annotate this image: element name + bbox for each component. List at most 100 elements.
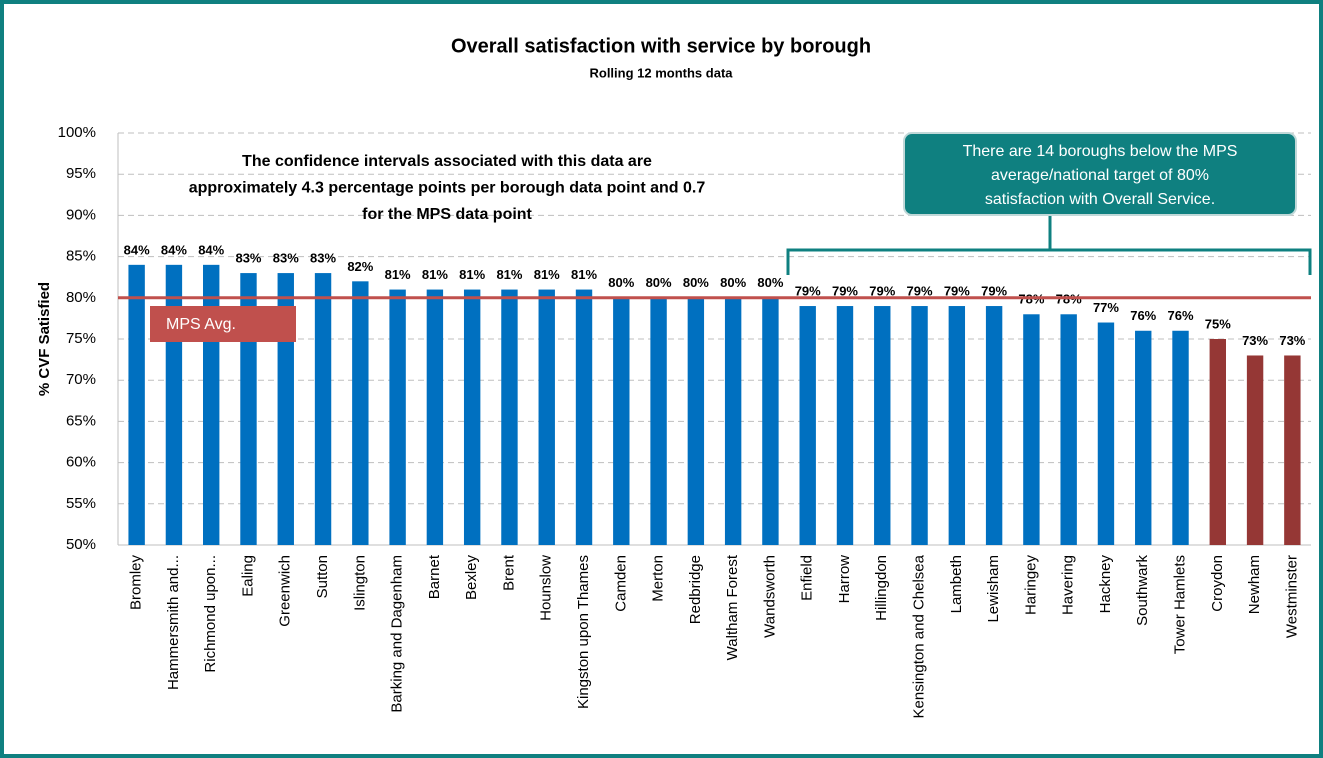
value-label: 84% (161, 242, 187, 257)
x-tick-label: Brent (500, 554, 517, 591)
note-line: for the MPS data point (362, 206, 532, 223)
bar (1097, 322, 1115, 545)
bar (874, 306, 891, 545)
x-tick-label: Croydon (1209, 555, 1226, 612)
x-tick-label: Harrow (836, 555, 853, 604)
bar (687, 297, 705, 545)
x-tick-label: Southwark (1134, 555, 1151, 626)
note-line: The confidence intervals associated with… (242, 153, 652, 170)
x-tick-label: Bromley (128, 555, 145, 611)
callout-box (903, 132, 1297, 216)
bar (724, 297, 742, 545)
x-tick-label: Barnet (426, 554, 443, 599)
callout-bracket (786, 216, 1312, 275)
value-label: 80% (720, 275, 746, 290)
x-tick-label: Greenwich (277, 555, 294, 627)
note-line: approximately 4.3 percentage points per … (189, 180, 706, 197)
x-tick-label: Bexley (463, 555, 480, 601)
x-tick-label: Hackney (1097, 555, 1114, 614)
bar (948, 306, 966, 545)
y-tick-label: 50% (66, 536, 96, 553)
value-label: 73% (1279, 333, 1305, 348)
chart-subtitle: Rolling 12 months data (589, 65, 733, 80)
bar (1209, 339, 1226, 545)
x-tick-label: Haringey (1022, 555, 1039, 616)
x-tick-label: Tower Hamlets (1171, 555, 1188, 654)
value-label: 80% (683, 275, 709, 290)
value-label: 75% (1205, 316, 1231, 331)
x-tick-label: Kingston upon Thames (575, 555, 592, 709)
y-tick-label: 70% (66, 371, 96, 388)
callout-line: satisfaction with Overall Service. (985, 191, 1215, 208)
y-tick-label: 55% (66, 495, 96, 512)
x-tick-label: Hammersmith and... (165, 555, 182, 690)
value-label: 81% (496, 267, 522, 282)
bar (426, 289, 444, 545)
bar (538, 289, 555, 545)
x-tick-label: Lambeth (948, 555, 965, 613)
value-label: 83% (273, 251, 299, 266)
bar (1060, 314, 1077, 545)
bar (128, 264, 145, 545)
reference-label: MPS Avg. (166, 316, 236, 333)
x-tick-label: Newham (1246, 555, 1263, 614)
value-label: 83% (310, 251, 336, 266)
x-tick-label: Richmond upon... (202, 555, 219, 673)
value-label: 81% (422, 267, 448, 282)
y-tick-label: 80% (66, 289, 96, 306)
y-tick-label: 60% (66, 454, 96, 471)
bar (613, 297, 630, 545)
bar (463, 289, 481, 545)
value-label: 81% (571, 267, 597, 282)
value-label: 81% (459, 267, 485, 282)
value-label: 73% (1242, 333, 1268, 348)
value-label: 79% (907, 283, 933, 298)
y-axis-label: % CVF Satisfied (36, 282, 53, 396)
bar (314, 273, 332, 545)
bar (575, 289, 593, 545)
bar (1246, 355, 1264, 545)
value-label: 80% (646, 275, 672, 290)
bar (352, 281, 369, 545)
y-tick-label: 75% (66, 330, 96, 347)
x-tick-label: Kensington and Chelsea (911, 554, 928, 718)
value-label: 84% (198, 242, 224, 257)
y-tick-label: 100% (58, 124, 96, 141)
bar (1172, 330, 1189, 545)
x-tick-label: Merton (650, 555, 667, 602)
y-tick-label: 85% (66, 248, 96, 265)
value-label: 79% (869, 283, 895, 298)
x-tick-label: Havering (1060, 555, 1077, 615)
callout-line: There are 14 boroughs below the MPS (963, 143, 1238, 160)
x-tick-label: Barking and Dagenham (389, 555, 406, 713)
value-label: 79% (795, 283, 821, 298)
callout-line: average/national target of 80% (991, 167, 1209, 184)
bar (501, 289, 518, 545)
bar (1135, 330, 1152, 545)
bar (911, 306, 928, 545)
value-label: 81% (534, 267, 560, 282)
bar (389, 289, 406, 545)
bar (836, 306, 854, 545)
x-tick-label: Enfield (799, 555, 816, 601)
value-label: 79% (944, 283, 970, 298)
bar (1284, 355, 1301, 545)
x-tick-label: Sutton (314, 555, 331, 598)
bar (650, 297, 667, 545)
value-label: 83% (235, 251, 261, 266)
value-label: 80% (757, 275, 783, 290)
value-label: 77% (1093, 300, 1119, 315)
x-tick-label: Lewisham (985, 555, 1002, 623)
reference-label-box (150, 306, 296, 342)
value-label: 79% (832, 283, 858, 298)
value-label: 76% (1130, 308, 1156, 323)
x-tick-label: Westminster (1283, 555, 1300, 638)
y-tick-label: 90% (66, 206, 96, 223)
x-tick-label: Wandsworth (761, 555, 778, 638)
x-tick-label: Waltham Forest (724, 554, 741, 660)
value-label: 84% (124, 242, 150, 257)
value-label: 79% (981, 283, 1007, 298)
bar (1023, 314, 1040, 545)
x-tick-label: Ealing (239, 555, 256, 597)
